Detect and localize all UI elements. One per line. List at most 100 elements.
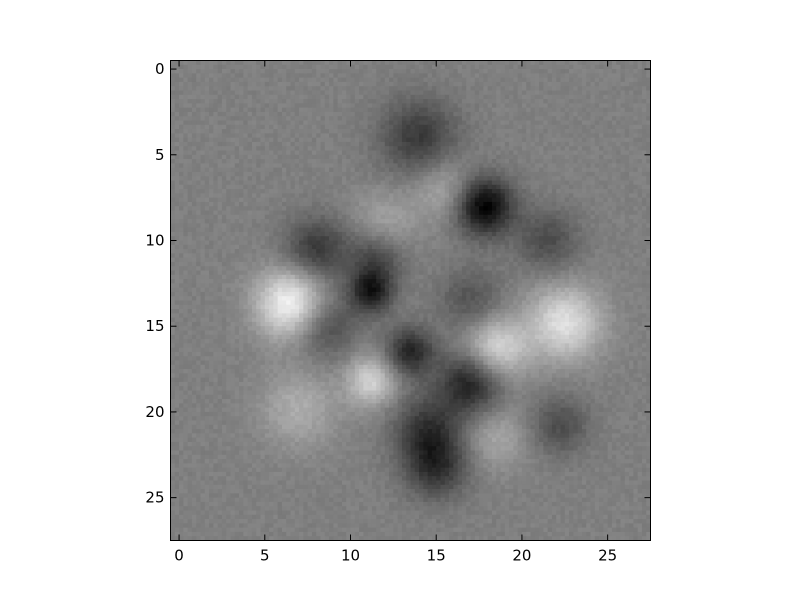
heatmap-cell bbox=[500, 116, 506, 121]
heatmap-cell bbox=[607, 236, 613, 241]
heatmap-cell bbox=[324, 197, 330, 203]
heatmap-cell bbox=[299, 210, 304, 216]
heatmap-cell bbox=[603, 77, 609, 83]
heatmap-cell bbox=[170, 240, 176, 246]
heatmap-cell bbox=[539, 227, 544, 233]
heatmap-cell bbox=[264, 240, 270, 246]
heatmap-cell bbox=[641, 120, 647, 126]
heatmap-cell bbox=[564, 77, 570, 83]
heatmap-cell bbox=[350, 124, 356, 130]
heatmap-cell bbox=[307, 154, 313, 160]
heatmap-cell bbox=[517, 171, 523, 177]
heatmap-cell bbox=[620, 206, 626, 211]
heatmap-cell bbox=[470, 124, 476, 130]
heatmap-cell bbox=[204, 159, 210, 164]
heatmap-cell bbox=[329, 90, 334, 96]
heatmap-cell bbox=[590, 244, 596, 250]
heatmap-cell bbox=[624, 231, 630, 237]
heatmap-cell bbox=[607, 223, 613, 229]
heatmap-cell bbox=[226, 167, 231, 173]
heatmap-cell bbox=[641, 240, 647, 246]
heatmap-cell bbox=[341, 159, 347, 164]
heatmap-cell bbox=[320, 159, 326, 164]
heatmap-cell bbox=[513, 81, 519, 87]
heatmap-cell bbox=[221, 133, 227, 139]
heatmap-cell bbox=[389, 231, 394, 237]
heatmap-cell bbox=[209, 206, 214, 211]
heatmap-cell bbox=[517, 231, 523, 237]
heatmap-cell bbox=[243, 197, 249, 203]
heatmap-cell bbox=[320, 231, 326, 237]
heatmap-cell bbox=[637, 206, 643, 211]
heatmap-cell bbox=[461, 116, 467, 121]
heatmap-cell bbox=[264, 176, 270, 181]
heatmap-cell bbox=[359, 180, 364, 186]
heatmap-cell bbox=[363, 223, 369, 229]
heatmap-cell bbox=[543, 90, 549, 96]
heatmap-cell bbox=[547, 150, 553, 156]
heatmap-cell bbox=[637, 244, 643, 250]
heatmap-cell bbox=[269, 197, 274, 203]
heatmap-cell bbox=[560, 111, 566, 117]
heatmap-cell bbox=[646, 236, 651, 241]
heatmap-cell bbox=[539, 193, 544, 199]
heatmap-cell bbox=[226, 111, 231, 117]
heatmap-cell bbox=[251, 159, 257, 164]
heatmap-cell bbox=[221, 90, 227, 96]
heatmap-cell bbox=[179, 69, 184, 74]
heatmap-cell bbox=[299, 223, 304, 229]
heatmap-cell bbox=[431, 223, 437, 229]
heatmap-cell bbox=[616, 159, 621, 164]
heatmap-cell bbox=[431, 167, 437, 173]
heatmap-cell bbox=[320, 64, 326, 70]
heatmap-cell bbox=[564, 116, 570, 121]
heatmap-cell bbox=[213, 73, 219, 79]
heatmap-cell bbox=[247, 116, 253, 121]
heatmap-cell bbox=[269, 99, 274, 104]
heatmap-cell bbox=[410, 167, 416, 173]
heatmap-cell bbox=[496, 154, 501, 160]
heatmap-cell bbox=[260, 141, 266, 147]
heatmap-cell bbox=[294, 77, 300, 83]
heatmap-cell bbox=[504, 154, 510, 160]
heatmap-cell bbox=[521, 107, 527, 113]
heatmap-cell bbox=[170, 146, 176, 151]
heatmap-cell bbox=[581, 81, 587, 87]
heatmap-cell bbox=[226, 214, 231, 220]
heatmap-cell bbox=[303, 116, 309, 121]
heatmap-cell bbox=[573, 189, 579, 194]
heatmap-cell bbox=[316, 146, 321, 151]
heatmap-cell bbox=[521, 197, 527, 203]
heatmap-cell bbox=[449, 150, 454, 156]
heatmap-cell bbox=[367, 116, 373, 121]
heatmap-cell bbox=[221, 120, 227, 126]
heatmap-cell bbox=[346, 193, 351, 199]
heatmap-cell bbox=[504, 99, 510, 104]
heatmap-cell bbox=[329, 206, 334, 211]
heatmap-cell bbox=[260, 240, 266, 246]
heatmap-cell bbox=[616, 129, 621, 134]
heatmap-cell bbox=[637, 214, 643, 220]
heatmap-cell bbox=[526, 227, 531, 233]
heatmap-cell bbox=[419, 146, 424, 151]
heatmap-cell bbox=[419, 94, 424, 100]
heatmap-cell bbox=[269, 111, 274, 117]
heatmap-cell bbox=[397, 141, 403, 147]
heatmap-cell bbox=[324, 107, 330, 113]
heatmap-cell bbox=[333, 180, 339, 186]
heatmap-cell bbox=[226, 64, 231, 70]
heatmap-cell bbox=[380, 236, 386, 241]
heatmap-cell bbox=[641, 176, 647, 181]
heatmap-cell bbox=[521, 73, 527, 79]
heatmap-cell bbox=[264, 60, 270, 66]
heatmap-cell bbox=[217, 111, 223, 117]
heatmap-cell bbox=[393, 81, 399, 87]
heatmap-cell bbox=[449, 137, 454, 143]
heatmap-cell bbox=[431, 146, 437, 151]
heatmap-cell bbox=[341, 240, 347, 246]
heatmap-cell bbox=[431, 189, 437, 194]
heatmap-cell bbox=[551, 141, 557, 147]
heatmap-cell bbox=[543, 133, 549, 139]
heatmap-cell bbox=[397, 77, 403, 83]
heatmap-cell bbox=[333, 201, 339, 207]
